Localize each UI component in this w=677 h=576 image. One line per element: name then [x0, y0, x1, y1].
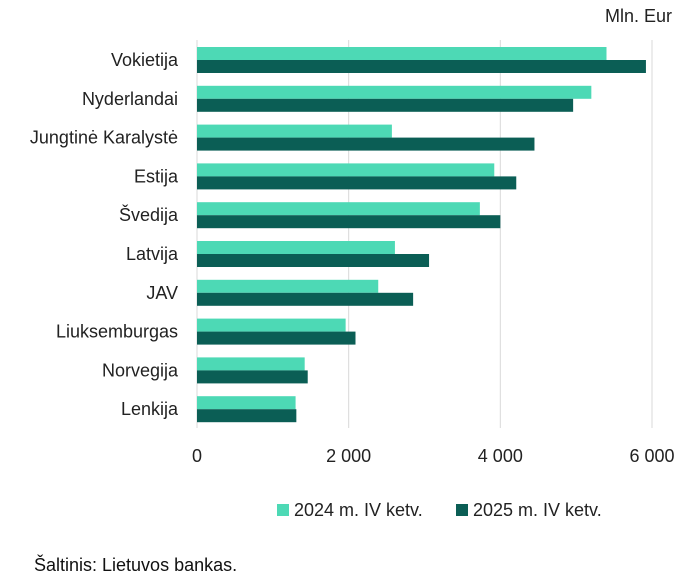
- category-label: Jungtinė Karalystė: [30, 128, 178, 148]
- bar-2025: [197, 215, 501, 229]
- bar-2025: [197, 370, 308, 384]
- bar-2024: [197, 124, 392, 138]
- x-tick-label: 0: [192, 446, 202, 466]
- x-tick-label: 4 000: [478, 446, 523, 466]
- source-note: Šaltinis: Lietuvos bankas.: [34, 555, 238, 575]
- legend-label: 2024 m. IV ketv.: [294, 500, 423, 520]
- category-label: Nyderlandai: [82, 89, 178, 109]
- bar-2025: [197, 98, 574, 112]
- bar-2025: [197, 331, 356, 345]
- bar-2024: [197, 47, 607, 60]
- category-label: Norvegija: [102, 360, 179, 380]
- bar-2025: [197, 176, 517, 190]
- category-label: Latvija: [126, 244, 179, 264]
- bar-2024: [197, 279, 379, 293]
- bars: [197, 47, 646, 423]
- bar-2024: [197, 357, 305, 371]
- x-tick-label: 2 000: [326, 446, 371, 466]
- bar-2025: [197, 292, 414, 306]
- bar-2024: [197, 396, 296, 410]
- bar-2024: [197, 163, 495, 177]
- x-tick-label: 6 000: [629, 446, 674, 466]
- category-label: JAV: [146, 283, 178, 303]
- legend-swatch: [277, 504, 289, 516]
- bar-2024: [197, 85, 592, 99]
- legend-swatch: [456, 504, 468, 516]
- bar-2024: [197, 241, 395, 254]
- category-label: Lenkija: [121, 399, 179, 419]
- legend-label: 2025 m. IV ketv.: [473, 500, 602, 520]
- bar-2025: [197, 60, 646, 73]
- unit-label: Mln. Eur: [605, 6, 672, 26]
- bar-2025: [197, 409, 297, 423]
- category-labels: Vokietija Nyderlandai Jungtinė Karalystė Es…: [30, 50, 179, 419]
- bar-2025: [197, 254, 430, 267]
- bar-2024: [197, 202, 480, 216]
- bar-2024: [197, 318, 346, 332]
- x-tick-labels: 0 2 000 4 000 6 000: [192, 446, 675, 466]
- bar-2025: [197, 137, 535, 151]
- category-label: Vokietija: [111, 50, 179, 70]
- category-label: Liuksemburgas: [56, 322, 178, 342]
- category-label: Švedija: [119, 204, 179, 225]
- category-label: Estija: [134, 166, 179, 186]
- legend: 2024 m. IV ketv. 2025 m. IV ketv.: [277, 500, 602, 520]
